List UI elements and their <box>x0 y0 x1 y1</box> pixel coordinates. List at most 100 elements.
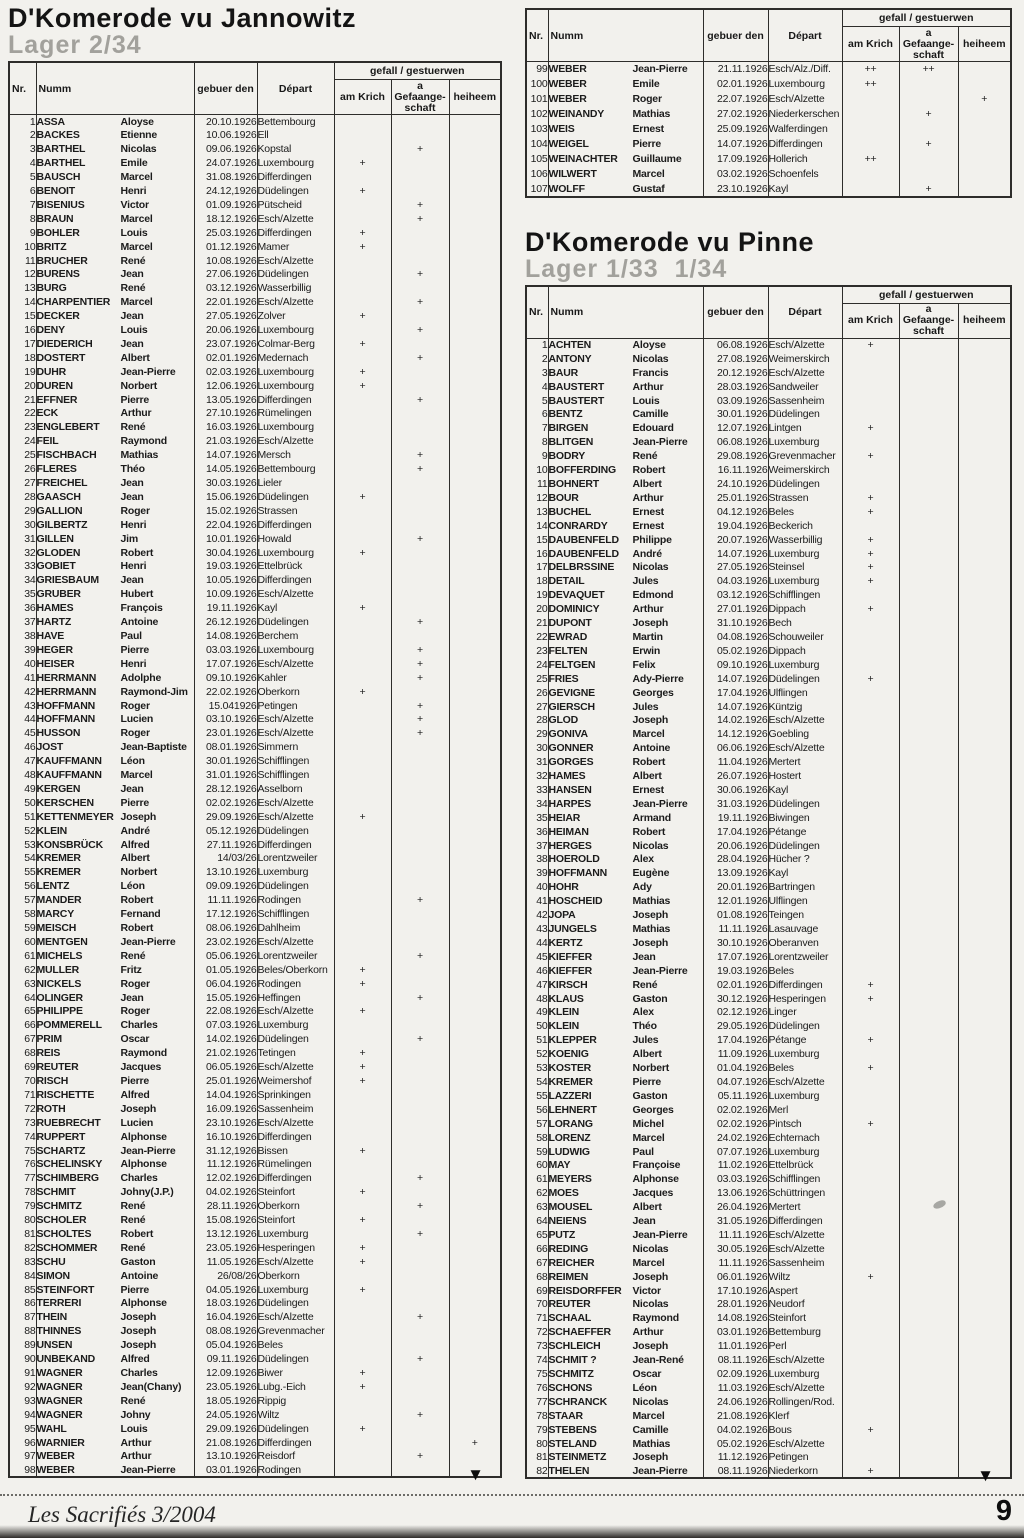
table-row: 30 GILBERTZ Henri 22.04.1926 Differdingen <box>8 517 502 532</box>
first-name: Albert <box>120 852 150 865</box>
mark-am-krich <box>841 810 900 825</box>
surname: RISCH <box>36 1074 69 1087</box>
surname: RUPPERT <box>36 1130 86 1143</box>
row-number: 64 <box>8 990 37 1005</box>
first-name: Marcel <box>120 212 153 225</box>
row-number: 73 <box>525 1339 549 1354</box>
birth-date: 28.01.1926 <box>702 1297 769 1312</box>
row-number: 57 <box>8 893 37 908</box>
mark-captivity <box>390 239 450 254</box>
row-number: 60 <box>8 934 37 949</box>
first-name: Jules <box>632 1034 659 1047</box>
table-row: 67 REICHER Marcel 11.11.1926 Sassenheim <box>525 1255 1012 1270</box>
mark-am-krich <box>333 934 392 949</box>
depart-place: Sassenheim <box>767 393 843 408</box>
first-name: Armand <box>632 811 672 824</box>
birth-date: 19.03.1926 <box>193 559 258 574</box>
mark-heiheem <box>957 1019 1012 1034</box>
mark-heiheem <box>957 657 1012 672</box>
surname: KAUFFMANN <box>36 769 102 782</box>
table-row: 5 BAUSCH Marcel 31.08.1926 Differdingen <box>8 170 502 185</box>
mark-captivity <box>390 114 450 129</box>
surname: DOSTERT <box>36 351 86 364</box>
name-cell: CHARPENTIER Marcel <box>35 295 195 310</box>
row-number: 59 <box>525 1144 549 1159</box>
depart-place: Rümelingen <box>256 406 335 421</box>
mark-heiheem <box>448 656 502 671</box>
table-row: 25 FISCHBACH Mathias 14.07.1926 Mersch + <box>8 448 502 463</box>
name-cell: HOFFMANN Eugène <box>547 866 704 881</box>
first-name: Nicolas <box>632 1395 669 1408</box>
mark-captivity <box>390 489 450 504</box>
surname: KLEIN <box>548 1020 580 1033</box>
birth-date: 09.09.1926 <box>193 879 258 894</box>
row-number: 74 <box>525 1353 549 1368</box>
row-number: 22 <box>8 406 37 421</box>
birth-date: 14.02.1926 <box>193 1032 258 1047</box>
table-row: 51 KETTENMEYER Joseph 29.09.1926 Esch/Alzett… <box>8 809 502 824</box>
birth-date: 03.02.1926 <box>702 166 769 182</box>
surname: GLOD <box>548 714 579 727</box>
first-name: Marcel <box>632 1256 665 1269</box>
mark-am-krich <box>841 685 900 700</box>
mark-heiheem <box>448 197 502 212</box>
surname: JOPA <box>548 909 576 922</box>
row-number: 79 <box>8 1199 37 1214</box>
birth-date: 17.10.1926 <box>702 1283 769 1298</box>
depart-place: Luxembourg <box>256 545 335 560</box>
table-row: 49 KLEIN Alex 02.12.1926 Linger <box>525 1005 1012 1020</box>
birth-date: 03.12.1926 <box>702 588 769 603</box>
table-row: 80 STELAND Mathias 05.02.1926 Esch/Alzette <box>525 1436 1012 1451</box>
birth-date: 25.01.1926 <box>702 490 769 505</box>
mark-captivity: + <box>390 1171 450 1186</box>
surname: BACKES <box>36 129 80 142</box>
first-name: Jean <box>632 1215 656 1228</box>
mark-am-krich <box>333 267 392 282</box>
mark-heiheem <box>957 463 1012 478</box>
birth-date: 24.06.1926 <box>702 1394 769 1409</box>
mark-am-krich <box>841 1450 900 1465</box>
first-name: René <box>120 254 146 267</box>
surname: HAMES <box>36 602 74 615</box>
row-number: 20 <box>525 602 549 617</box>
depart-place: Weimershof <box>256 1074 335 1088</box>
mark-am-krich <box>841 949 900 964</box>
mark-am-krich <box>333 1463 392 1478</box>
first-name: Marcel <box>632 168 665 180</box>
surname: HEIAR <box>548 811 581 824</box>
mark-captivity <box>898 532 959 547</box>
name-cell: BARTHEL Emile <box>35 156 195 171</box>
surname: STEINMETZ <box>548 1451 607 1464</box>
depart-place: Hostert <box>767 769 843 783</box>
table-row: 9 BODRY René 29.08.1926 Grevenmacher + <box>525 449 1012 464</box>
depart-place: Differdingen <box>256 837 335 852</box>
mark-am-krich <box>841 699 900 714</box>
mark-heiheem <box>448 1282 502 1297</box>
mark-captivity <box>390 1087 450 1102</box>
mark-captivity <box>898 449 959 464</box>
mark-captivity <box>390 1435 450 1450</box>
depart-place: Wiltz <box>767 1269 843 1284</box>
birth-date: 18.05.1926 <box>193 1393 258 1408</box>
mark-am-krich <box>841 783 900 797</box>
first-name: Henri <box>120 518 147 531</box>
surname: DELBRSSINE <box>548 561 615 574</box>
surname: GRUBER <box>36 588 82 601</box>
mark-heiheem <box>957 1450 1012 1465</box>
mark-heiheem <box>448 337 502 351</box>
surname: CHARPENTIER <box>36 296 111 309</box>
birth-date: 23.10.1926 <box>193 1115 258 1130</box>
row-number: 24 <box>525 657 549 672</box>
mark-captivity: + <box>390 1227 450 1241</box>
mark-am-krich <box>333 712 392 727</box>
table-row: 26 FLERES Théo 14.05.1926 Bettembourg + <box>8 462 502 477</box>
row-number: 1 <box>525 338 549 352</box>
depart-place: Sandweiler <box>767 379 843 394</box>
mark-heiheem <box>448 1227 502 1241</box>
birth-date: 23.05.1926 <box>193 1240 258 1255</box>
row-number: 97 <box>8 1449 37 1464</box>
birth-date: 14.07.1926 <box>702 671 769 686</box>
name-cell: HERRMANN Raymond-Jim <box>35 684 195 699</box>
depart-place: Sassenheim <box>256 1101 335 1116</box>
first-name: Pierre <box>120 1283 150 1296</box>
